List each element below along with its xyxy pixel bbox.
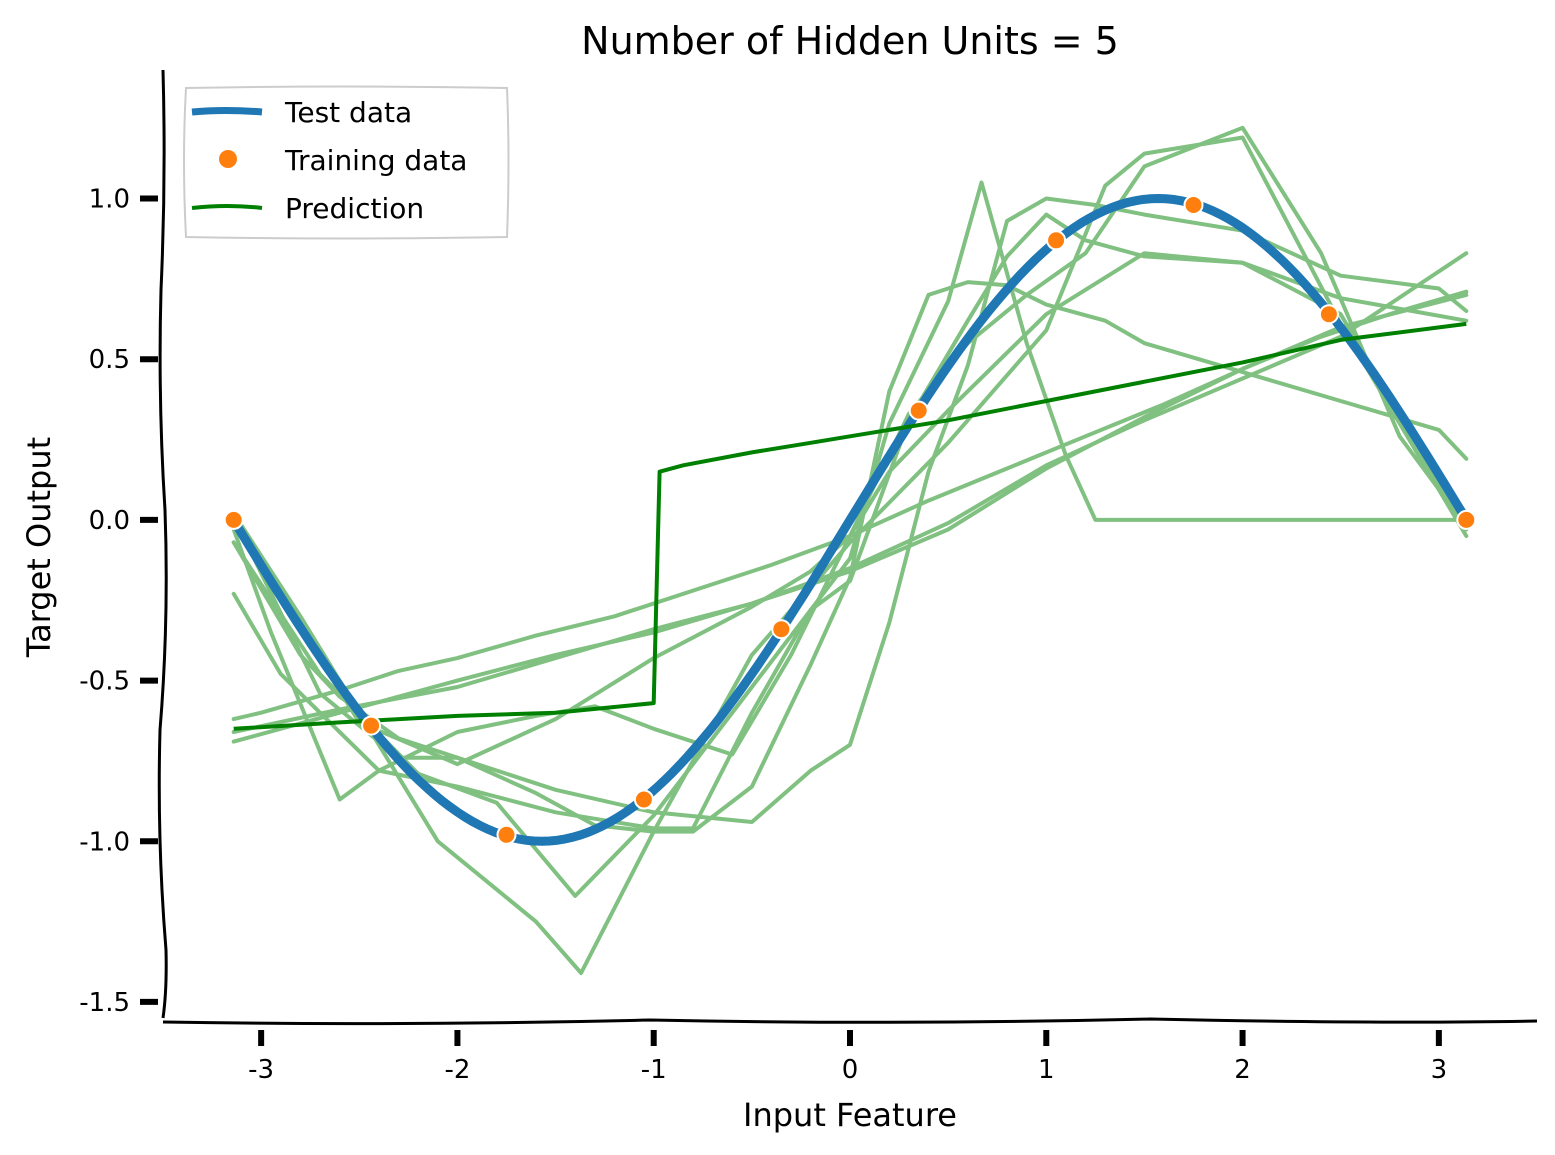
training-point [1046, 230, 1067, 251]
training-point [633, 789, 654, 810]
y-ticks: -1.5 -1.0 -0.5 0.0 0.5 1.0 [79, 185, 158, 1018]
x-tick-label: -1 [641, 1055, 667, 1085]
y-tick-label: 0.5 [89, 345, 130, 375]
legend-swatch-prediction [191, 204, 263, 210]
ensemble-line-1 [231, 289, 1469, 722]
training-point [1456, 509, 1477, 530]
y-tick-label: -0.5 [79, 667, 130, 697]
legend: Test data Training data Prediction [183, 85, 510, 240]
legend-swatch-test [191, 107, 263, 116]
prediction-line [233, 321, 1467, 731]
x-axis-label: Input Feature [743, 1096, 957, 1134]
ensemble-line-9 [231, 196, 1469, 824]
y-tick-label: -1.5 [79, 988, 130, 1018]
legend-box [183, 85, 510, 240]
ensemble-line-4 [231, 251, 1469, 767]
training-point [908, 400, 929, 421]
training-point [496, 824, 517, 845]
x-tick-label: 3 [1431, 1055, 1448, 1085]
chart-title: Number of Hidden Units = 5 [581, 19, 1119, 63]
x-tick-label: 2 [1234, 1055, 1251, 1085]
plot-area [223, 125, 1477, 975]
x-axis-spine [162, 1017, 1538, 1026]
ensemble-line-6 [231, 180, 1469, 898]
legend-label-training: Training data [284, 144, 467, 177]
x-ticks: -3 -2 -1 0 1 2 3 [248, 1030, 1447, 1085]
legend-label-prediction: Prediction [285, 192, 424, 225]
y-axis-spine [157, 69, 168, 1019]
legend-swatch-training [219, 150, 237, 168]
training-point [1183, 195, 1204, 215]
y-tick-label: 0.0 [89, 506, 130, 536]
x-tick-label: -3 [248, 1055, 274, 1085]
y-tick-label: -1.0 [79, 827, 130, 857]
legend-label-test: Test data [284, 96, 412, 129]
x-tick-label: -2 [444, 1055, 470, 1085]
y-tick-label: 1.0 [89, 185, 130, 215]
x-tick-label: 0 [842, 1055, 859, 1085]
training-point [361, 715, 382, 736]
training-point [223, 509, 244, 530]
x-tick-label: 1 [1038, 1055, 1055, 1085]
training-point [1318, 304, 1339, 325]
training-point [771, 619, 792, 640]
y-axis-label: Target Output [20, 437, 58, 658]
ensemble-line-5 [231, 135, 1469, 975]
test-data-line [228, 193, 1472, 846]
ensemble-line-8 [231, 125, 1469, 802]
